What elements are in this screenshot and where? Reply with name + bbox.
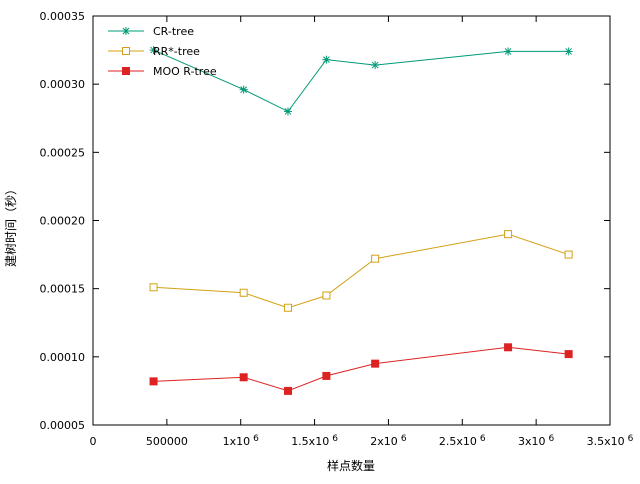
y-tick-label: 0.00010 — [40, 351, 86, 364]
series-rr-tree — [149, 230, 573, 312]
x-tick-label: 0 — [90, 435, 97, 448]
point-marker — [564, 47, 573, 56]
y-tick-label: 0.00035 — [40, 10, 86, 23]
series-line — [153, 346, 569, 392]
legend-entry: MOO R-tree — [108, 65, 217, 78]
x-tick-label: 500000 — [146, 435, 188, 448]
series-moo-r-tree — [149, 343, 573, 395]
point-marker — [322, 291, 331, 300]
point-marker — [322, 55, 331, 64]
point-marker — [371, 254, 380, 263]
point-marker — [504, 343, 513, 352]
point-marker — [239, 85, 248, 94]
legend-entry: RR*-tree — [108, 45, 200, 58]
point-marker — [283, 303, 292, 312]
y-tick-label: 0.00015 — [40, 283, 86, 296]
y-tick-label: 0.00025 — [40, 146, 86, 159]
point-marker — [564, 250, 573, 259]
series-line — [153, 233, 569, 309]
y-axis-label: 建树时间（秒） — [3, 183, 18, 267]
point-marker — [504, 47, 513, 56]
x-tick-label: 3x10 6 — [518, 434, 555, 448]
x-axis-label: 样点数量 — [327, 458, 375, 473]
series-line — [153, 49, 569, 113]
point-marker — [239, 373, 248, 382]
point-marker — [122, 27, 130, 35]
legend-label: RR*-tree — [153, 45, 200, 58]
point-marker — [149, 283, 158, 292]
point-marker — [371, 61, 380, 70]
legend-label: MOO R-tree — [153, 65, 217, 78]
y-tick-label: 0.00020 — [40, 215, 86, 228]
x-tick-label: 1.5x10 6 — [291, 434, 338, 448]
series-cr-tree — [149, 46, 573, 116]
point-marker — [122, 47, 130, 55]
x-tick-label: 2.5x10 6 — [439, 434, 486, 448]
y-tick-label: 0.00030 — [40, 78, 86, 91]
x-tick-label: 1x10 6 — [223, 434, 260, 448]
point-marker — [371, 359, 380, 368]
point-marker — [283, 386, 292, 395]
legend-entry: CR-tree — [108, 25, 194, 38]
point-marker — [564, 350, 573, 359]
point-marker — [239, 288, 248, 297]
point-marker — [149, 46, 158, 55]
legend-label: CR-tree — [153, 25, 194, 38]
point-marker — [283, 107, 292, 116]
x-tick-label: 3.5x10 6 — [587, 434, 634, 448]
point-marker — [504, 230, 513, 239]
x-tick-label: 2x10 6 — [370, 434, 407, 448]
point-marker — [149, 377, 158, 386]
point-marker — [122, 67, 130, 75]
y-tick-label: 0.00005 — [40, 419, 86, 432]
point-marker — [322, 371, 331, 380]
